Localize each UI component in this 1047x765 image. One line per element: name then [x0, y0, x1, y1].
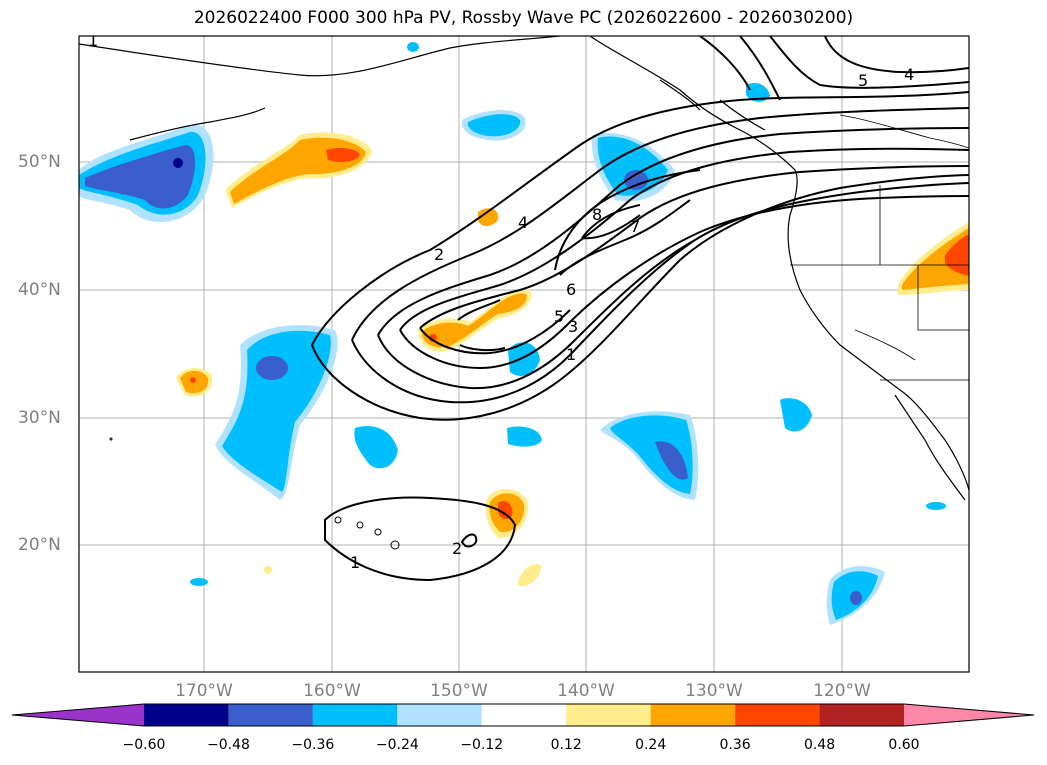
- blob-tiny-1: [190, 578, 208, 586]
- colorbar-tick-label: −0.48: [206, 737, 250, 753]
- contour-label: 1: [566, 345, 576, 364]
- colorbar-box: [144, 704, 229, 726]
- islands: [109, 437, 400, 550]
- colorbar-box: [566, 704, 651, 726]
- lat-label: 40°N: [18, 280, 61, 300]
- coastlines: [79, 36, 969, 501]
- colorbar-tick-label: 0.36: [719, 737, 751, 753]
- colorbar-tick-label: −0.24: [375, 737, 419, 753]
- blob-mid-1: [354, 426, 398, 469]
- colorbar-box: [819, 704, 904, 726]
- contour-label: 8: [592, 205, 602, 224]
- colorbar-tick-label: 0.48: [803, 737, 836, 753]
- map-frame: [78, 35, 970, 673]
- colorbar-box: [397, 704, 482, 726]
- contour-label: 6: [566, 280, 576, 299]
- blob-mid-3: [508, 342, 540, 376]
- colorbar-box: [481, 704, 567, 726]
- lat-label: 30°N: [18, 408, 61, 428]
- contour-label: 1: [88, 31, 98, 50]
- blob-pos-south-small: [518, 563, 542, 587]
- lon-label: 150°W: [430, 681, 488, 701]
- blob-central-pacific-core: [222, 330, 331, 492]
- colorbar-tick-label: −0.36: [291, 737, 335, 753]
- contour-labels: 1 2 4 8 7 6 5 3 1 2 1 5 4: [88, 31, 914, 572]
- contour-label: 2: [434, 245, 444, 264]
- negative-anomaly-regions: [79, 42, 946, 625]
- blob-alaska-small: [746, 83, 770, 102]
- colorbar-tick-label: 0.60: [888, 737, 920, 753]
- lat-label: 50°N: [18, 152, 61, 172]
- contour-label: 5: [858, 71, 868, 90]
- positive-anomaly-regions: [176, 132, 969, 587]
- contour-label: 3: [568, 317, 578, 336]
- colorbar-tick-label: −0.12: [460, 737, 504, 753]
- blob-pos-jet-2: [478, 208, 499, 226]
- lon-label: 170°W: [175, 681, 233, 701]
- colorbar-box: [650, 704, 736, 726]
- colorbar: [11, 703, 1035, 727]
- blob-central-pacific-inner: [256, 356, 288, 380]
- blob-w-aleutian-min: [173, 158, 183, 168]
- colorbar-tick-label: 0.24: [635, 737, 667, 753]
- colorbar-outline: [11, 703, 1035, 727]
- colorbar-extend-high: [904, 704, 1034, 726]
- pv-contours: [311, 36, 969, 582]
- map-title: 2026022400 F000 300 hPa PV, Rossby Wave …: [193, 8, 854, 28]
- contour-label: 4: [518, 213, 528, 232]
- contour-label: 1: [350, 553, 360, 572]
- lat-label: 20°N: [18, 535, 61, 555]
- lon-label: 160°W: [303, 681, 361, 701]
- lon-label: 140°W: [557, 681, 615, 701]
- colorbar-extend-low: [12, 704, 144, 726]
- lon-label: 120°W: [813, 681, 871, 701]
- contour-label: 5: [554, 307, 564, 326]
- contour-label: 2: [452, 539, 462, 558]
- blob-baja-west: [780, 398, 812, 432]
- blob-tiny-3: [407, 42, 419, 52]
- colorbar-box: [735, 704, 820, 726]
- blob-w-aleutian-inner: [85, 145, 196, 209]
- colorbar-box: [312, 704, 398, 726]
- blob-mid-2: [507, 426, 542, 447]
- colorbar-box: [228, 704, 313, 726]
- lon-label: 130°W: [685, 681, 743, 701]
- colorbar-tick-label: −0.60: [122, 737, 166, 753]
- contour-label: 4: [904, 65, 914, 84]
- colorbar-tick-label: 0.12: [550, 737, 582, 753]
- contour-label: 7: [630, 217, 640, 236]
- blob-tiny-2: [926, 502, 946, 510]
- blob-pos-tiny: [264, 566, 272, 574]
